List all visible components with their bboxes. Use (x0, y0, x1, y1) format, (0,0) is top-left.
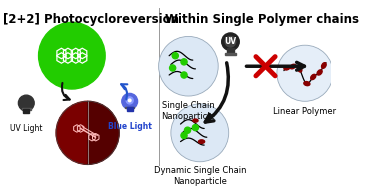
Ellipse shape (317, 70, 322, 75)
Ellipse shape (290, 64, 296, 69)
Circle shape (184, 127, 191, 133)
Wedge shape (88, 101, 119, 164)
Text: Linear Polymer: Linear Polymer (273, 107, 336, 115)
Text: Dynamic Single Chain
Nanoparticle: Dynamic Single Chain Nanoparticle (153, 166, 246, 186)
Text: Blue Light: Blue Light (108, 122, 152, 131)
Polygon shape (127, 107, 133, 111)
Ellipse shape (198, 140, 204, 143)
Ellipse shape (311, 74, 316, 80)
Text: UV Light: UV Light (10, 124, 43, 133)
Circle shape (192, 125, 198, 131)
Polygon shape (23, 109, 29, 113)
Circle shape (225, 36, 236, 47)
Circle shape (19, 95, 34, 111)
Polygon shape (22, 108, 31, 110)
Circle shape (172, 53, 178, 59)
Circle shape (126, 97, 133, 104)
Text: Within Single Polymer chains: Within Single Polymer chains (165, 13, 359, 26)
Ellipse shape (193, 119, 198, 122)
Text: [2+2] Photocycloreversion: [2+2] Photocycloreversion (3, 13, 179, 26)
Circle shape (171, 104, 229, 162)
Circle shape (277, 45, 333, 101)
Polygon shape (227, 48, 234, 53)
Circle shape (181, 72, 187, 78)
Ellipse shape (304, 82, 310, 86)
Polygon shape (125, 107, 134, 108)
Ellipse shape (297, 66, 302, 72)
Circle shape (122, 93, 138, 109)
Circle shape (129, 99, 131, 102)
Circle shape (181, 59, 187, 65)
Circle shape (39, 22, 105, 89)
Circle shape (170, 65, 176, 71)
Circle shape (181, 132, 187, 139)
Ellipse shape (322, 63, 326, 68)
Ellipse shape (284, 66, 290, 70)
Circle shape (222, 33, 239, 50)
Wedge shape (56, 101, 88, 164)
Text: Single Chain
Nanoparticle: Single Chain Nanoparticle (161, 101, 215, 121)
Text: UV: UV (225, 37, 237, 46)
Polygon shape (225, 53, 236, 55)
Circle shape (159, 36, 218, 96)
